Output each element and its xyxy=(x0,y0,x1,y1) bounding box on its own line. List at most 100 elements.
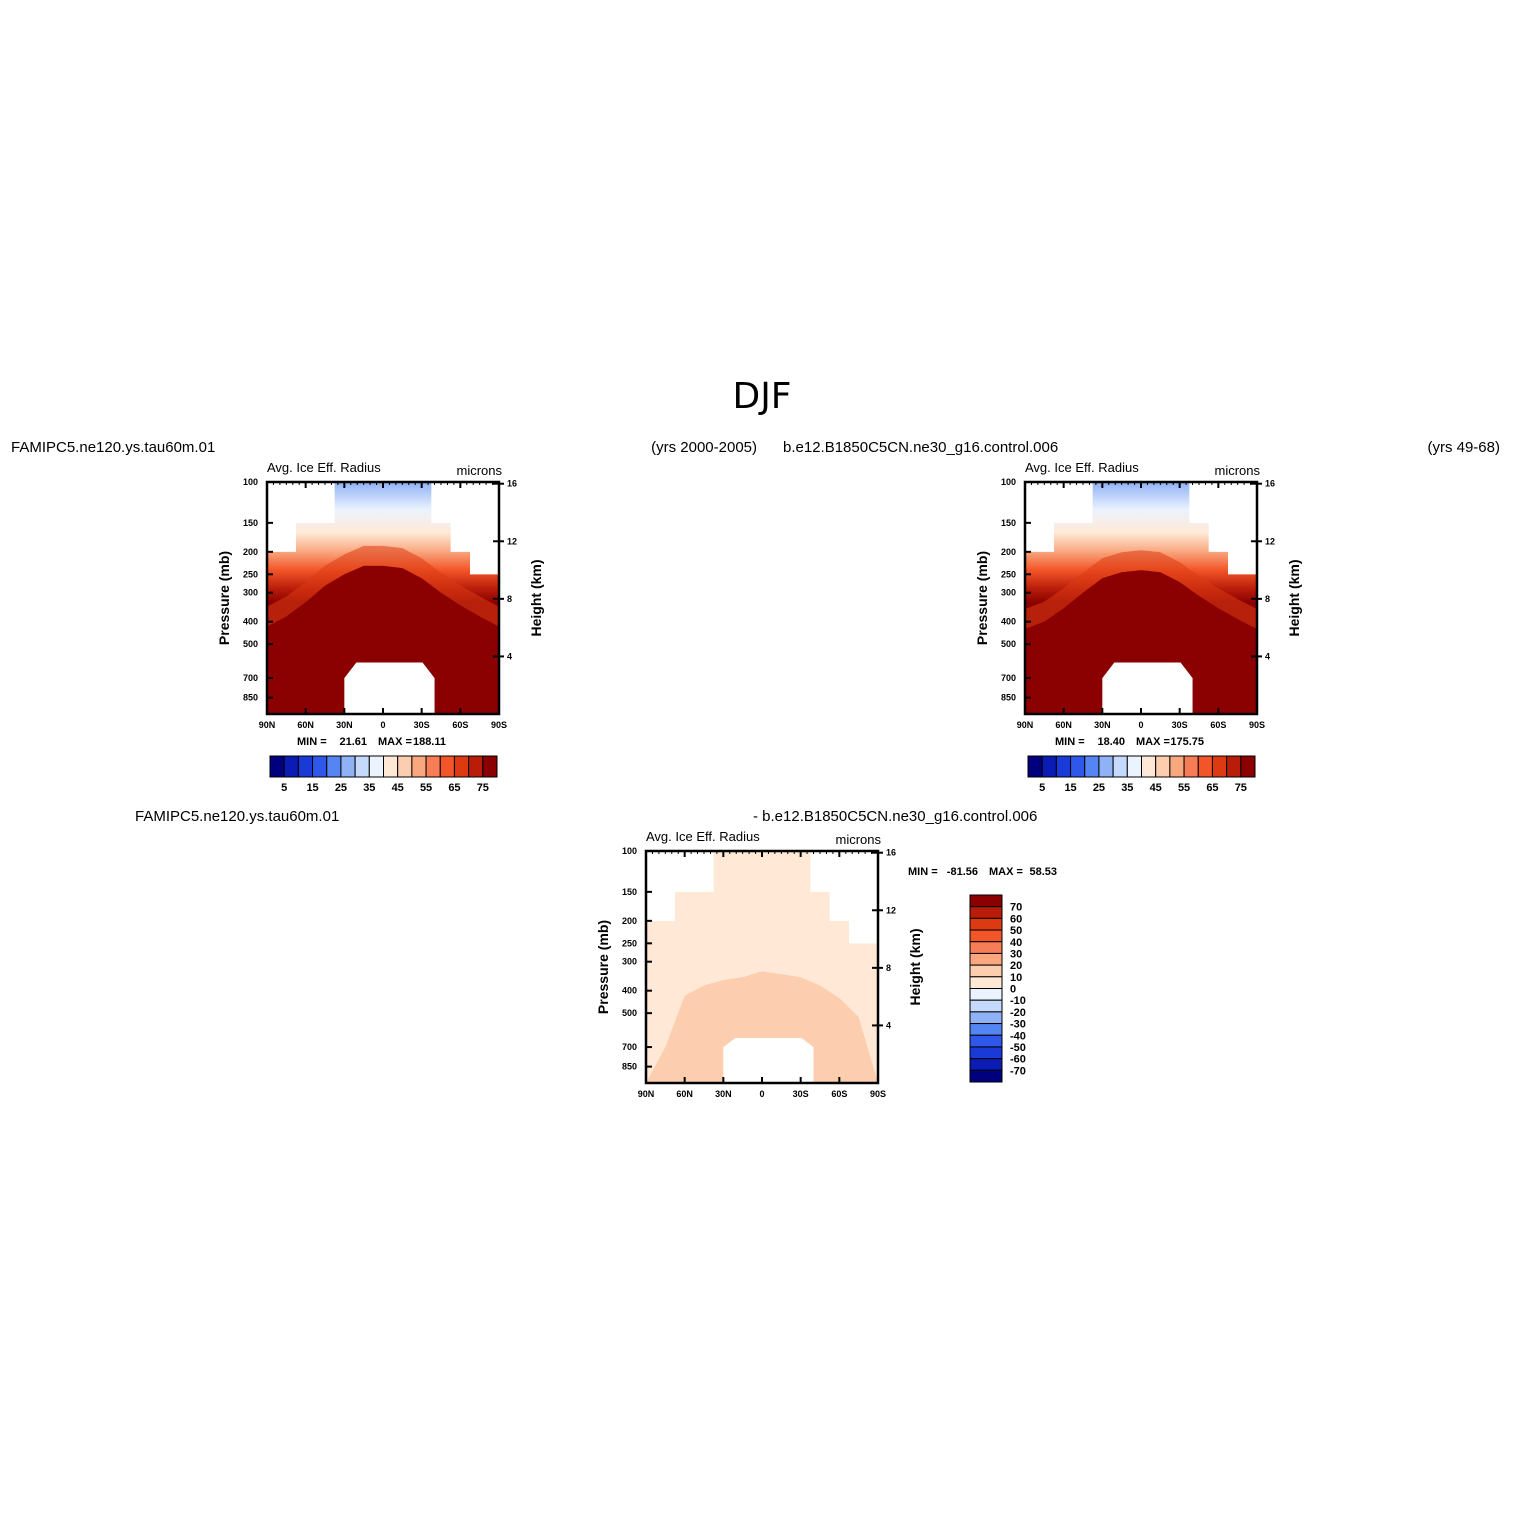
colorbar-box xyxy=(439,755,455,778)
y-tick-label: 300 xyxy=(1001,588,1016,598)
colorbar-box xyxy=(969,952,1003,966)
min-value: 18.40 xyxy=(1097,736,1125,748)
colorbar-box xyxy=(969,917,1003,931)
y-tick-label: 150 xyxy=(243,518,258,528)
colorbar-label: 75 xyxy=(1235,782,1247,794)
colorbar-box xyxy=(1141,755,1157,778)
colorbar-label: 5 xyxy=(281,782,287,794)
y-tick-label: 100 xyxy=(1001,477,1016,487)
x-tick-label: 90N xyxy=(1017,720,1034,730)
test-years-label: (yrs 2000-2005) xyxy=(651,439,757,456)
max-label: MAX = xyxy=(1136,736,1170,748)
x-tick-label: 30S xyxy=(414,720,430,730)
colorbar-box xyxy=(1211,755,1228,778)
y-tick-label: 400 xyxy=(1001,617,1016,627)
diff-test-label: FAMIPC5.ne120.ys.tau60m.01 xyxy=(135,808,339,825)
colorbar-box xyxy=(1197,755,1213,778)
y-right-tick-label: 16 xyxy=(886,848,896,858)
y-tick-label: 250 xyxy=(1001,569,1016,579)
colorbar-label: 55 xyxy=(420,782,432,794)
colorbar-label: 5 xyxy=(1039,782,1045,794)
colorbar-box xyxy=(1169,755,1185,778)
colorbar-label: 65 xyxy=(448,782,460,794)
colorbar-box xyxy=(969,1023,1003,1036)
y-right-tick-label: 12 xyxy=(1265,536,1275,546)
colorbar-box xyxy=(383,755,399,778)
y-tick-label: 300 xyxy=(622,957,637,967)
surface-mask xyxy=(1102,662,1193,714)
colorbar-box xyxy=(340,755,356,778)
x-tick-label: 0 xyxy=(380,720,385,730)
x-tick-label: 30N xyxy=(1094,720,1111,730)
diff-control-label: - b.e12.B1850C5CN.ne30_g16.control.006 xyxy=(753,808,1037,825)
y-tick-label: 700 xyxy=(1001,673,1016,683)
colorbar-box xyxy=(297,755,314,778)
y-tick-label: 200 xyxy=(243,547,258,557)
y-tick-label: 400 xyxy=(243,617,258,627)
x-tick-label: 60S xyxy=(831,1089,847,1099)
x-tick-label: 0 xyxy=(1138,720,1143,730)
colorbar-box xyxy=(482,755,498,778)
y-right-axis-label: Height (km) xyxy=(907,929,923,1006)
colorbar-box xyxy=(969,999,1003,1013)
colorbar-label: 0 xyxy=(1010,984,1016,996)
colorbar-box xyxy=(283,755,299,778)
y-tick-label: 200 xyxy=(622,916,637,926)
y-axis-label: Pressure (mb) xyxy=(216,551,232,645)
colorbar-label: 25 xyxy=(335,782,347,794)
test-case-label: FAMIPC5.ne120.ys.tau60m.01 xyxy=(11,439,215,456)
max-value: 188.11 xyxy=(413,736,446,748)
y-tick-label: 700 xyxy=(622,1042,637,1052)
max-label: MAX = xyxy=(989,866,1023,878)
colorbar-box xyxy=(969,906,1003,919)
colorbar-label: 25 xyxy=(1093,782,1105,794)
y-tick-label: 300 xyxy=(243,588,258,598)
min-value: -81.56 xyxy=(947,866,978,878)
colorbar-label: 35 xyxy=(363,782,375,794)
colorbar-box xyxy=(453,755,470,778)
min-label: MIN = xyxy=(1055,736,1085,748)
y-right-tick-label: 4 xyxy=(1265,651,1270,661)
y-right-tick-label: 8 xyxy=(886,963,891,973)
colorbar: 5 15 25 35 45 55 65 75 xyxy=(269,755,498,794)
colorbar-box xyxy=(1055,755,1072,778)
y-right-tick-label: 4 xyxy=(886,1020,891,1030)
y-right-tick-label: 4 xyxy=(507,651,512,661)
colorbar-label: -70 xyxy=(1010,1065,1026,1077)
max-value: 58.53 xyxy=(1029,866,1057,878)
panel-control: 90N 60N 30N 0 30S 60S 90S 100 150 200 250 300 400 500… xyxy=(974,460,1302,794)
panel-units: microns xyxy=(835,832,881,847)
field-core-top xyxy=(267,565,499,714)
colorbar-box xyxy=(969,929,1003,943)
control-case-label: b.e12.B1850C5CN.ne30_g16.control.006 xyxy=(783,439,1058,456)
colorbar-box xyxy=(354,755,370,778)
colorbar-label: 50 xyxy=(1010,925,1022,937)
colorbar-label: 60 xyxy=(1010,913,1022,925)
y-axis-label: Pressure (mb) xyxy=(974,551,990,645)
panel-title: Avg. Ice Eff. Radius xyxy=(267,460,381,475)
y-right-tick-label: 12 xyxy=(507,536,517,546)
colorbar-box xyxy=(1155,755,1171,778)
panels: 90N 60N 30N 0 30S 60S 90S100150200250300400500… xyxy=(216,460,1302,1099)
min-label: MIN = xyxy=(297,736,327,748)
colorbar-label: 70 xyxy=(1010,902,1022,914)
y-tick-label: 250 xyxy=(243,569,258,579)
x-tick-label: 30N xyxy=(336,720,353,730)
max-label: MAX = xyxy=(378,736,412,748)
panel-title: Avg. Ice Eff. Radius xyxy=(1025,460,1139,475)
x-tick-label: 0 xyxy=(759,1089,764,1099)
y-axis-label: Pressure (mb) xyxy=(595,920,611,1014)
colorbar-box xyxy=(969,941,1003,954)
colorbar-label: 15 xyxy=(1064,782,1076,794)
colorbar-label: 75 xyxy=(477,782,489,794)
colorbar-box xyxy=(368,755,384,778)
x-tick-label: 90S xyxy=(1249,720,1265,730)
colorbar-box xyxy=(969,1011,1003,1025)
colorbar-box xyxy=(1084,755,1100,778)
x-tick-label: 60N xyxy=(676,1089,693,1099)
y-tick-label: 850 xyxy=(1001,693,1016,703)
y-tick-label: 200 xyxy=(1001,547,1016,557)
colorbar-box xyxy=(1027,755,1043,778)
